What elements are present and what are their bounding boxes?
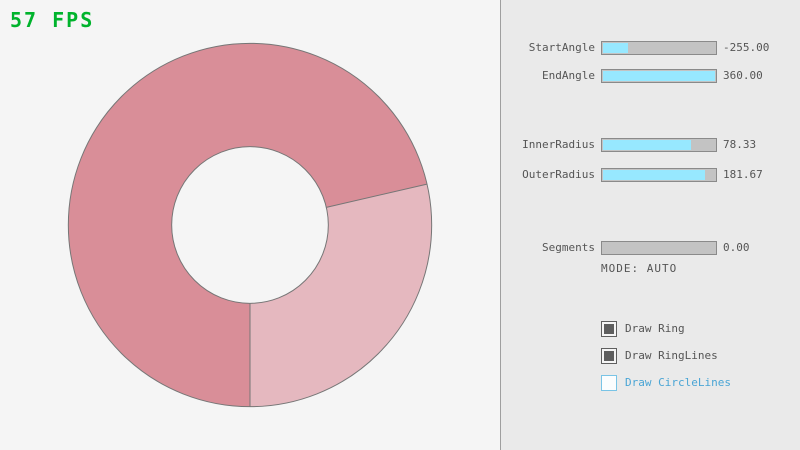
- ring-overlap-dark: [68, 43, 428, 407]
- checkmark: [604, 351, 614, 361]
- draw-ring-checkbox[interactable]: [601, 321, 617, 337]
- endangle-label: EndAngle: [542, 69, 595, 82]
- controls-panel: StartAngle -255.00 EndAngle 360.00 Inner…: [500, 0, 800, 450]
- startangle-slider-fill: [603, 43, 628, 53]
- slider-row-startangle: StartAngle -255.00: [501, 41, 800, 55]
- fps-counter: 57 FPS: [10, 8, 95, 32]
- startangle-value: -255.00: [723, 41, 770, 54]
- segments-value: 0.00: [723, 241, 750, 254]
- outerradius-slider[interactable]: [601, 168, 717, 182]
- checkbox-row-draw-ring: Draw Ring: [501, 321, 800, 337]
- checkbox-row-draw-ringlines: Draw RingLines: [501, 348, 800, 364]
- draw-circlelines-checkbox[interactable]: [601, 375, 617, 391]
- slider-row-endangle: EndAngle 360.00: [501, 69, 800, 83]
- ring-boundary-line: [326, 183, 428, 208]
- checkmark: [604, 324, 614, 334]
- innerradius-slider[interactable]: [601, 138, 717, 152]
- outerradius-slider-fill: [603, 170, 705, 180]
- segments-slider[interactable]: [601, 241, 717, 255]
- checkbox-row-draw-circlelines: Draw CircleLines: [501, 375, 800, 391]
- startangle-slider[interactable]: [601, 41, 717, 55]
- slider-row-innerradius: InnerRadius 78.33: [501, 138, 800, 152]
- draw-ring-label: Draw Ring: [625, 322, 685, 335]
- innerradius-slider-fill: [603, 140, 692, 150]
- endangle-slider[interactable]: [601, 69, 717, 83]
- draw-circlelines-label: Draw CircleLines: [625, 376, 731, 389]
- segments-label: Segments: [542, 241, 595, 254]
- outerradius-label: OuterRadius: [522, 168, 595, 181]
- draw-ringlines-label: Draw RingLines: [625, 349, 718, 362]
- slider-row-segments: Segments 0.00: [501, 241, 800, 255]
- endangle-value: 360.00: [723, 69, 763, 82]
- ring-single-light: [250, 184, 432, 407]
- endangle-slider-fill: [603, 71, 715, 81]
- slider-row-outerradius: OuterRadius 181.67: [501, 168, 800, 182]
- outerradius-value: 181.67: [723, 168, 763, 181]
- innerradius-label: InnerRadius: [522, 138, 595, 151]
- mode-label: MODE: AUTO: [601, 262, 678, 275]
- inner-ring-line: [171, 146, 329, 304]
- ring-chart: [67, 42, 433, 408]
- startangle-label: StartAngle: [528, 41, 595, 54]
- draw-ringlines-checkbox[interactable]: [601, 348, 617, 364]
- innerradius-value: 78.33: [723, 138, 757, 151]
